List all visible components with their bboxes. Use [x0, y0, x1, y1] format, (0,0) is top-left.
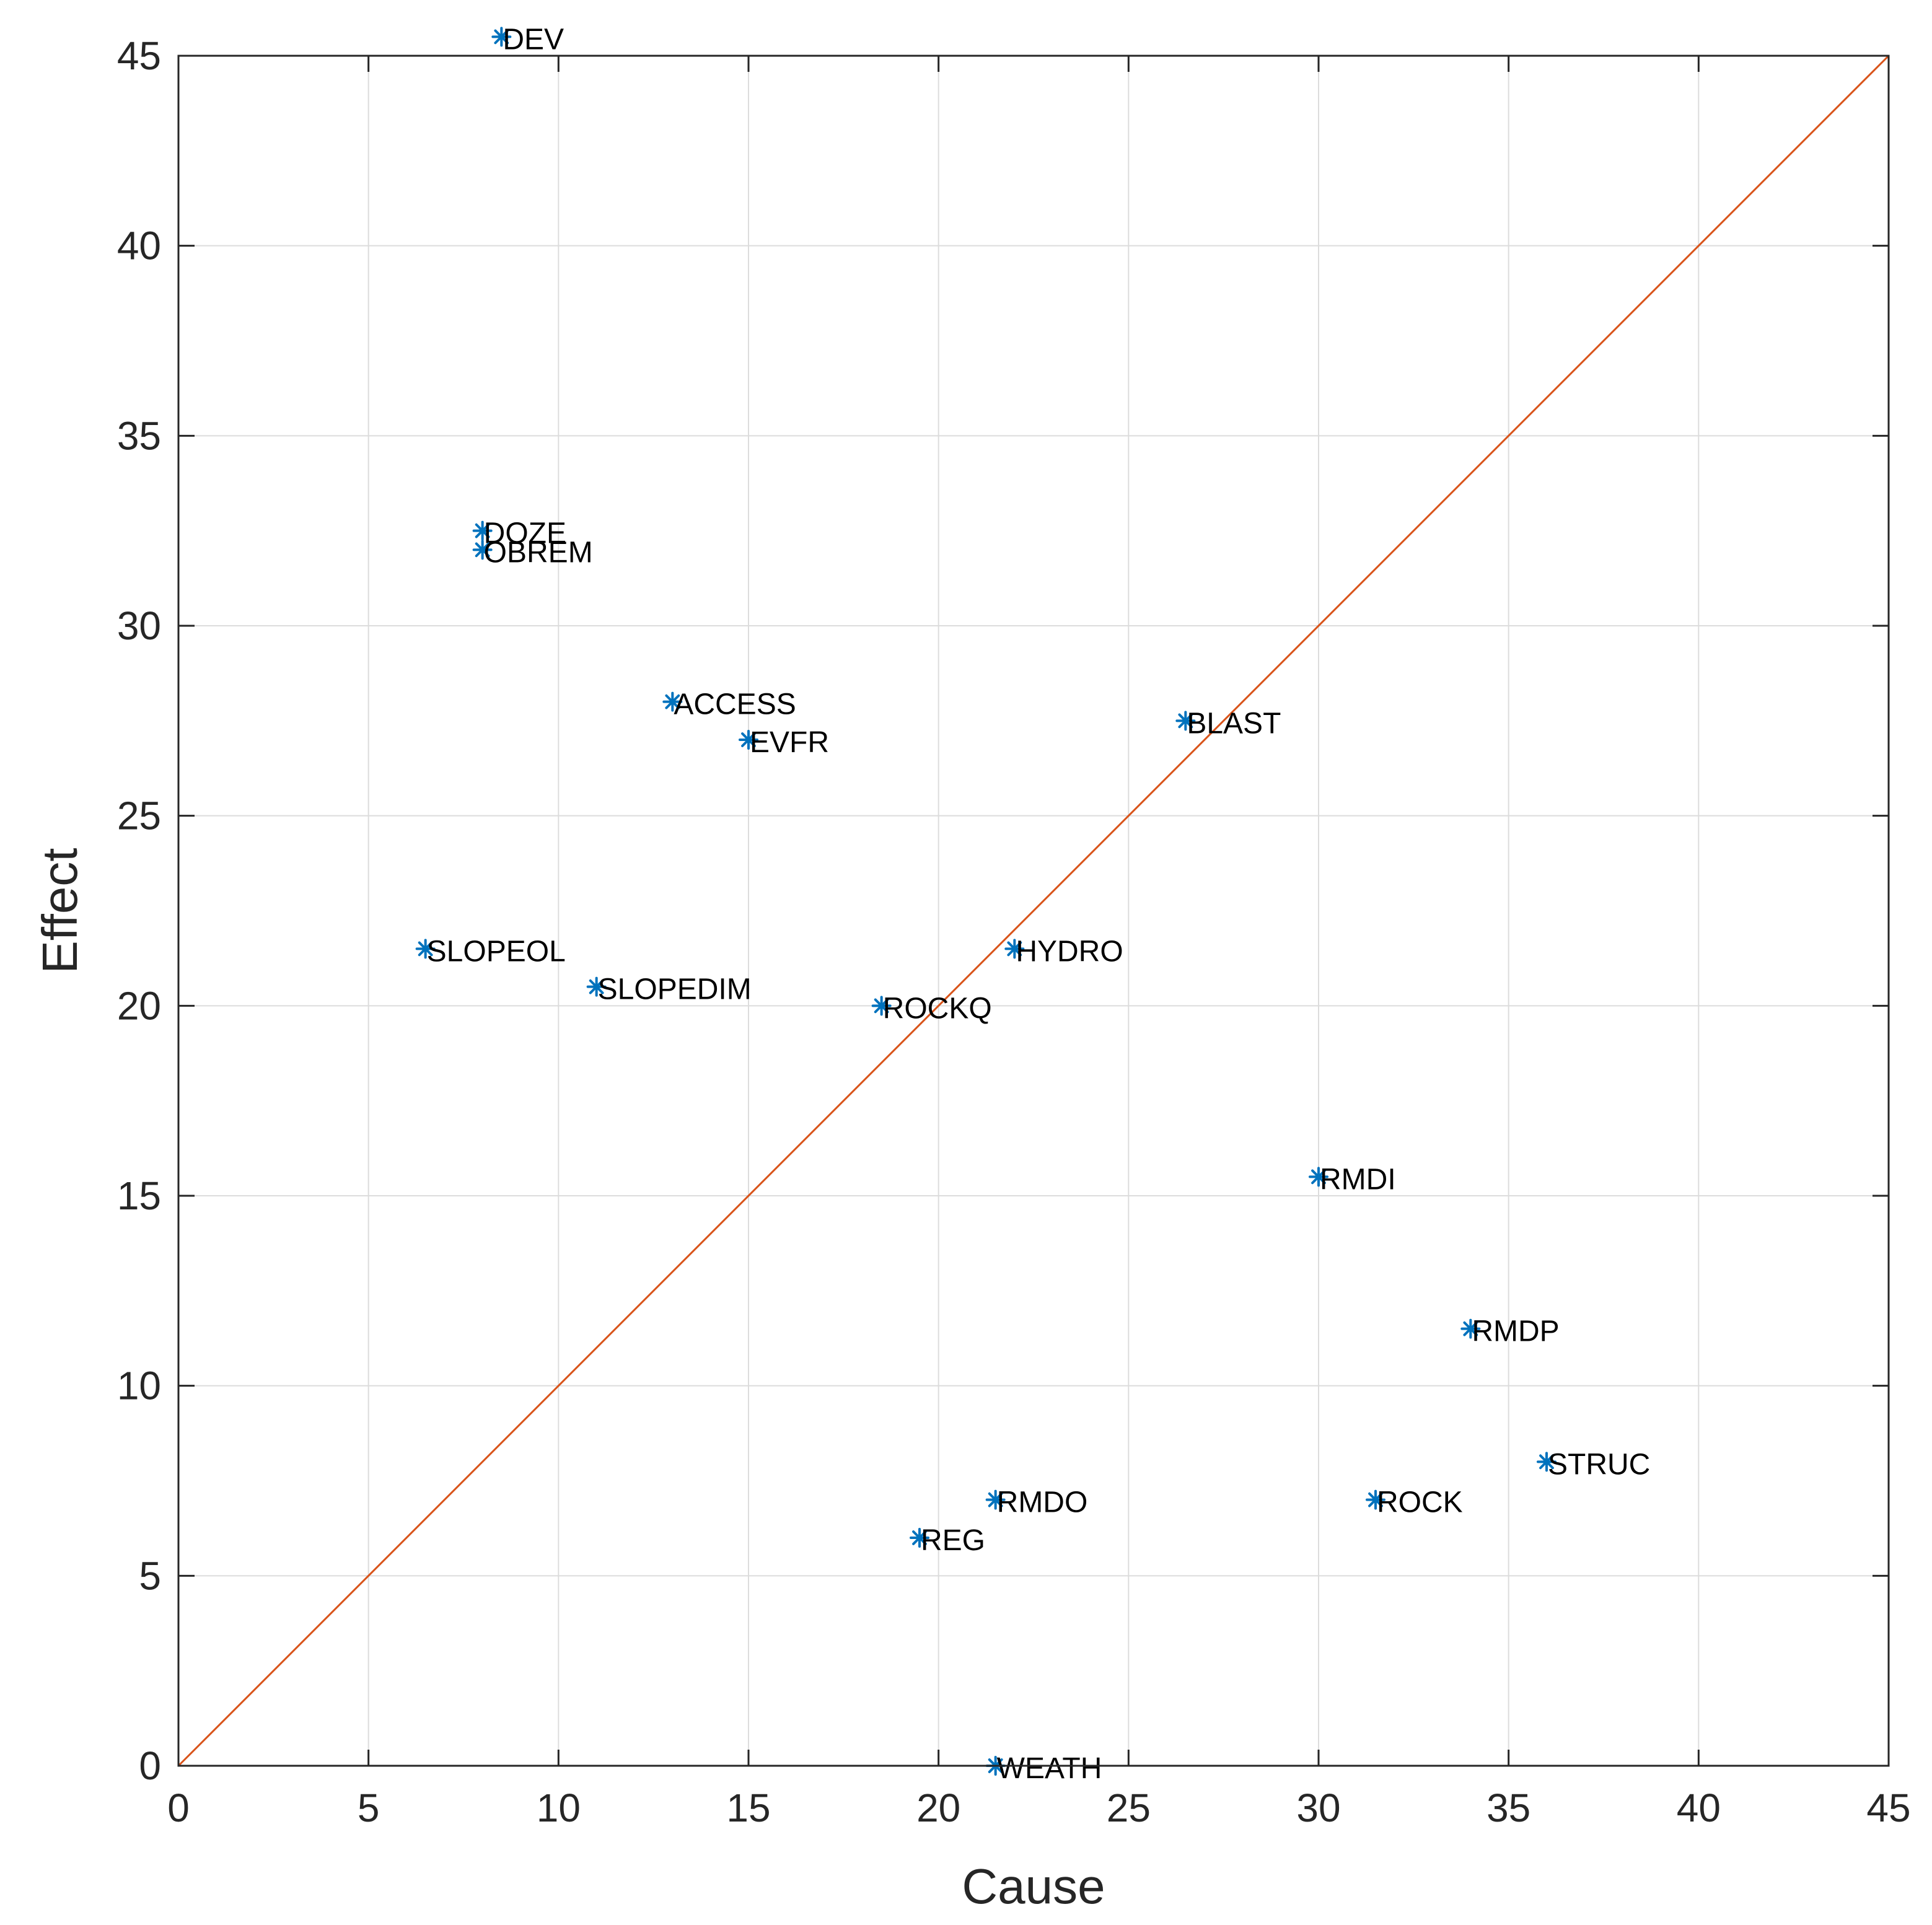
data-point: SLOPEOL [415, 935, 566, 968]
x-tick-label: 15 [726, 1786, 770, 1830]
asterisk-marker [472, 540, 493, 560]
asterisk-marker [1309, 1167, 1328, 1187]
x-tick-label: 35 [1486, 1786, 1530, 1830]
point-label: ROCKQ [883, 992, 992, 1025]
data-point: DEV [491, 23, 564, 56]
y-axis-title: Effect [32, 848, 87, 973]
y-tick-label: 25 [117, 794, 161, 838]
data-point: REG [910, 1524, 985, 1557]
y-tick-label: 10 [117, 1364, 161, 1408]
asterisk-marker [985, 1489, 1006, 1510]
asterisk-marker [586, 976, 607, 997]
y-tick-label: 40 [117, 224, 161, 268]
data-point: BLAST [1175, 707, 1281, 740]
x-axis-title: Cause [962, 1859, 1105, 1914]
point-label: HYDRO [1016, 935, 1123, 968]
y-tick-label: 0 [139, 1743, 161, 1788]
point-label: RMDP [1472, 1315, 1559, 1348]
point-label: REG [921, 1524, 985, 1557]
point-label: ACCESS [674, 688, 796, 721]
point-label: RMDO [997, 1486, 1088, 1519]
data-point: OBREM [472, 536, 593, 569]
axes-box [177, 55, 1890, 1767]
asterisk-marker [871, 996, 892, 1016]
data-point: EVFR [739, 726, 829, 759]
asterisk-marker [472, 520, 493, 541]
point-label: DEV [503, 23, 564, 56]
data-point: HYDRO [1004, 935, 1123, 968]
data-point: RMDO [985, 1486, 1088, 1519]
data-point: WEATH [985, 1752, 1102, 1785]
asterisk-marker [1537, 1452, 1557, 1472]
data-point: DOZE [472, 517, 566, 550]
asterisk-marker [415, 939, 436, 959]
point-label: EVFR [750, 726, 829, 759]
data-point: SLOPEDIM [586, 973, 752, 1006]
y-tick-label: 5 [139, 1553, 161, 1598]
asterisk-marker [910, 1528, 929, 1548]
y-tick-label: 30 [117, 603, 161, 648]
data-point: ACCESS [662, 688, 796, 721]
y-tick-label: 15 [117, 1173, 161, 1218]
data-point: ROCK [1366, 1486, 1463, 1519]
asterisk-marker [491, 27, 512, 47]
data-point: RMDI [1309, 1163, 1396, 1196]
point-label: BLAST [1187, 707, 1281, 740]
y-tick-label: 45 [117, 33, 161, 78]
x-tick-label: 5 [358, 1786, 380, 1830]
asterisk-marker [739, 730, 758, 750]
x-tick-label: 10 [537, 1786, 581, 1830]
point-label: STRUC [1548, 1448, 1650, 1481]
x-tick-label: 40 [1677, 1786, 1721, 1830]
data-point: RMDP [1460, 1315, 1560, 1348]
reference-line [177, 55, 1890, 1767]
x-tick-label: 0 [167, 1786, 190, 1830]
x-tick-label: 20 [916, 1786, 960, 1830]
asterisk-marker [1175, 711, 1196, 731]
x-tick-label: 45 [1866, 1786, 1910, 1830]
point-label: WEATH [997, 1752, 1102, 1785]
point-label: RMDI [1320, 1163, 1396, 1196]
grid-lines [178, 55, 1889, 1766]
reference-line-group [177, 55, 1890, 1767]
y-tick-label: 20 [117, 983, 161, 1028]
point-label: SLOPEOL [427, 935, 566, 968]
asterisk-marker [1004, 939, 1025, 959]
point-label: SLOPEDIM [598, 973, 752, 1006]
axis-ticks: 0 5 10 15 20 25 30 35 40 45 0 5 10 15 20 25 30 35 40 45 [117, 33, 1911, 1830]
asterisk-marker [662, 691, 683, 712]
asterisk-marker [1460, 1318, 1481, 1339]
point-label: OBREM [484, 536, 593, 569]
point-label: ROCK [1377, 1486, 1463, 1519]
point-label: DOZE [484, 517, 566, 550]
y-tick-label: 35 [117, 413, 161, 458]
data-point: ROCKQ [871, 992, 992, 1025]
x-tick-label: 25 [1107, 1786, 1151, 1830]
data-point: STRUC [1537, 1448, 1650, 1481]
asterisk-marker [1366, 1489, 1385, 1510]
x-tick-label: 30 [1296, 1786, 1340, 1830]
